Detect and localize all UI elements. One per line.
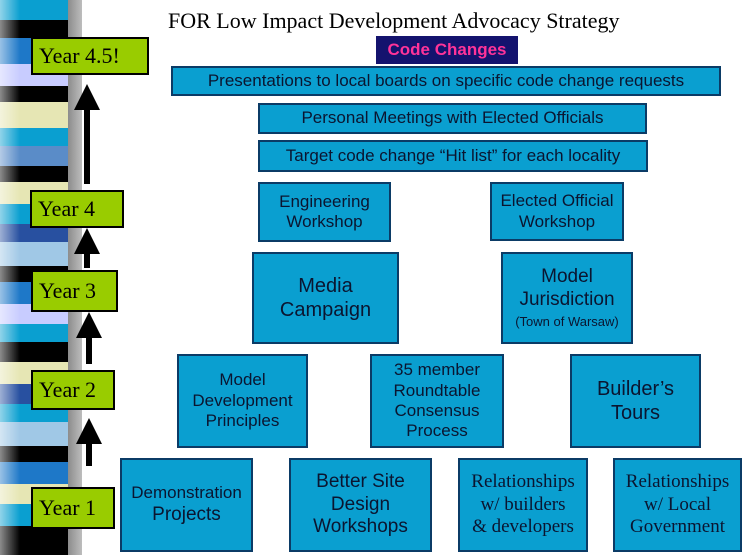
engineering-line-2: Workshop bbox=[286, 212, 363, 231]
year-2-label: Year 2 bbox=[31, 370, 115, 410]
media-line-1: Media bbox=[298, 275, 353, 297]
demonstration-projects-box: Demonstration Projects bbox=[120, 458, 253, 552]
bsd-line-3: Workshops bbox=[313, 516, 408, 538]
roundtable-line-3: Consensus bbox=[394, 401, 480, 420]
hitlist-box: Target code change “Hit list” for each l… bbox=[258, 140, 648, 172]
roundtable-line-4: Process bbox=[406, 421, 468, 441]
arrow-up-icon bbox=[74, 228, 100, 268]
year-1-label: Year 1 bbox=[31, 487, 115, 529]
bsd-line-2: Design bbox=[330, 493, 391, 515]
meetings-box: Personal Meetings with Elected Officials bbox=[258, 103, 647, 134]
year-4-5-label: Year 4.5! bbox=[31, 37, 149, 75]
engineering-workshop-box: Engineering Workshop bbox=[258, 182, 391, 242]
relationships-builders-box: Relationships w/ builders & developers bbox=[458, 458, 588, 552]
media-line-2: Campaign bbox=[279, 299, 372, 321]
elected-line-2: Workshop bbox=[518, 211, 596, 231]
model-jurisdiction-subtitle: (Town of Warsaw) bbox=[515, 314, 619, 329]
elected-official-workshop-box: Elected Official Workshop bbox=[490, 182, 624, 241]
rel-gov-line-2: w/ Local bbox=[643, 493, 711, 515]
roundtable-process-box: 35 member Roundtable Consensus Process bbox=[370, 354, 504, 448]
principles-line-3: Principles bbox=[205, 411, 280, 431]
rel-builders-line-1: Relationships bbox=[471, 470, 575, 492]
tours-line-1: Builder’s bbox=[596, 378, 675, 400]
year-3-label: Year 3 bbox=[31, 270, 118, 312]
roundtable-line-1: 35 member bbox=[394, 360, 480, 380]
page-title: FOR Low Impact Development Advocacy Stra… bbox=[168, 8, 620, 33]
arrow-up-icon bbox=[74, 84, 100, 184]
media-campaign-box: Media Campaign bbox=[252, 252, 399, 344]
principles-line-2: Development bbox=[192, 390, 293, 410]
rel-gov-line-3: Government bbox=[630, 516, 725, 538]
tours-line-2: Tours bbox=[611, 402, 660, 424]
demo-line-1: Demonstration bbox=[131, 483, 242, 503]
elected-line-1: Elected Official bbox=[500, 191, 614, 211]
meetings-label: Personal Meetings with Elected Officials bbox=[301, 108, 604, 128]
presentations-label: Presentations to local boards on specifi… bbox=[207, 70, 685, 90]
roundtable-line-2: Roundtable bbox=[393, 380, 481, 400]
model-jurisdiction-box: Model Jurisdiction (Town of Warsaw) bbox=[501, 252, 633, 344]
engineering-line-1: Engineering bbox=[279, 191, 370, 211]
year-4-label: Year 4 bbox=[30, 190, 124, 228]
better-site-design-box: Better Site Design Workshops bbox=[289, 458, 432, 552]
hitlist-label: Target code change “Hit list” for each l… bbox=[285, 145, 621, 165]
rel-gov-line-1: Relationships bbox=[625, 470, 730, 492]
relationships-government-box: Relationships w/ Local Government bbox=[613, 458, 742, 552]
rel-builders-line-2: w/ builders bbox=[480, 493, 566, 515]
code-changes-badge: Code Changes bbox=[376, 36, 518, 64]
builders-tours-box: Builder’s Tours bbox=[570, 354, 701, 448]
principles-line-1: Model bbox=[219, 370, 266, 390]
demo-line-2: Projects bbox=[152, 503, 221, 525]
model-development-principles-box: Model Development Principles bbox=[177, 354, 308, 448]
model-line-1: Model bbox=[541, 266, 593, 288]
presentations-box: Presentations to local boards on specifi… bbox=[171, 66, 721, 96]
bsd-line-1: Better Site bbox=[316, 470, 405, 492]
rel-builders-line-3: & developers bbox=[472, 516, 574, 538]
arrow-up-icon bbox=[76, 418, 102, 466]
arrow-up-icon bbox=[76, 312, 102, 364]
model-line-2: Jurisdiction bbox=[519, 289, 615, 311]
